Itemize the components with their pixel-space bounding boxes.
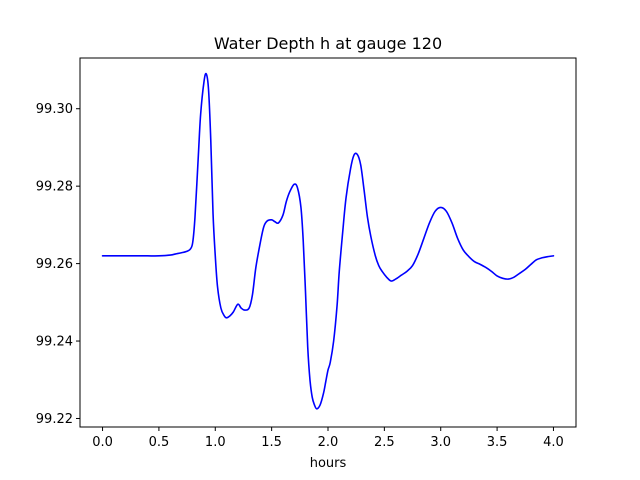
x-axis-title: hours <box>310 456 347 471</box>
x-tick-label: 1.5 <box>261 435 282 450</box>
y-tick-label: 99.22 <box>36 412 73 427</box>
y-tick-label: 99.28 <box>36 180 73 195</box>
x-tick-label: 3.5 <box>487 435 508 450</box>
x-tick-label: 1.0 <box>205 435 226 450</box>
y-tick-label: 99.26 <box>36 257 73 272</box>
x-tick-label: 2.0 <box>318 435 339 450</box>
x-tick-label: 2.5 <box>374 435 395 450</box>
x-tick-label: 3.0 <box>430 435 451 450</box>
x-tick-label: 4.0 <box>543 435 564 450</box>
y-tick-label: 99.30 <box>36 102 73 117</box>
series-line <box>101 72 555 410</box>
x-axis: 0.0 0.5 1.0 1.5 2.0 2.5 3.0 3.5 4.0 <box>92 427 564 450</box>
y-tick-label: 99.24 <box>36 335 73 350</box>
y-axis: 99.22 99.24 99.26 99.28 99.30 <box>36 102 80 427</box>
x-tick-label: 0.5 <box>149 435 170 450</box>
x-tick-label: 0.0 <box>92 435 113 450</box>
series-layer <box>101 72 555 410</box>
chart-title: Water Depth h at gauge 120 <box>214 34 442 53</box>
